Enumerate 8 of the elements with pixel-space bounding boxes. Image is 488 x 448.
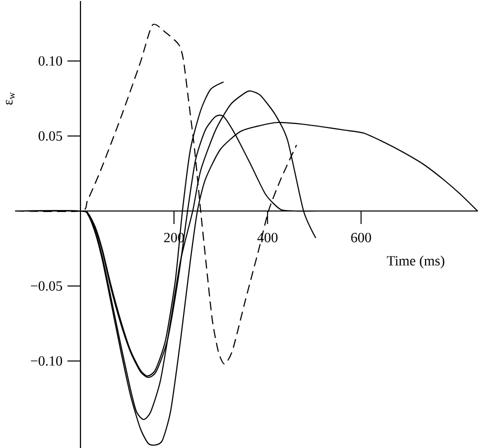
x-tick-label: 600 [351,232,372,242]
y-tick-label: −0.10 [30,356,62,366]
y-tick-label: 0.05 [38,131,62,141]
y-tick-label: 0.10 [38,56,62,66]
x-tick-label: 400 [257,232,278,242]
x-axis-title: Time (ms) [386,256,444,268]
y-axis-title: ε$_{w}$ [6,92,15,105]
y-tick-label: −0.05 [30,281,62,291]
